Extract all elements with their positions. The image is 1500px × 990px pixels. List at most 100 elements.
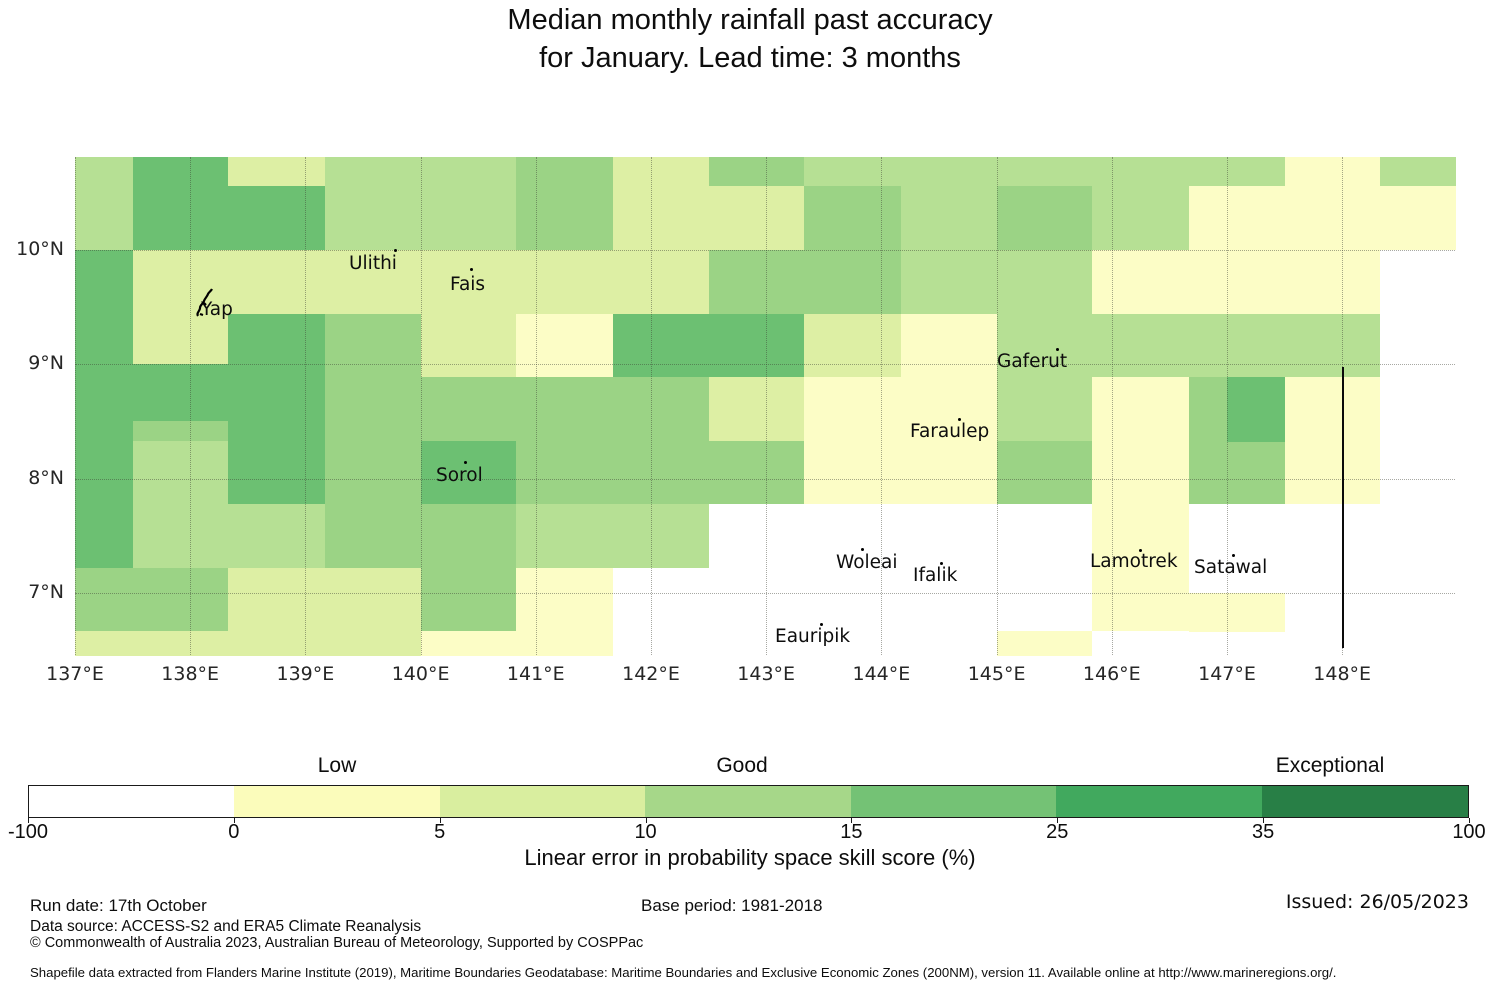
map-cell <box>1380 313 1456 378</box>
island-marker-dot <box>1056 348 1059 351</box>
map-cell <box>1284 313 1381 378</box>
map-cell <box>900 441 998 505</box>
base-period-text: Base period: 1981-2018 <box>641 896 823 915</box>
map-cell <box>132 157 229 187</box>
map-cell <box>324 249 422 315</box>
colorbar-tick-mark <box>1469 818 1470 823</box>
map-cell <box>1380 441 1456 505</box>
chart-title-line2: for January. Lead time: 3 months <box>539 42 961 74</box>
yap-island-outline-icon <box>196 288 213 317</box>
map-cell <box>996 376 1093 442</box>
map-cell <box>75 313 134 378</box>
map-cell <box>612 157 710 187</box>
gridline-vertical <box>996 157 998 655</box>
eez-boundary-line <box>1342 366 1345 649</box>
map-cell <box>132 185 229 251</box>
map-cell <box>804 631 902 656</box>
map-cell <box>75 157 134 187</box>
map-cell <box>516 249 614 315</box>
map-cell <box>228 441 326 505</box>
map-cell <box>420 185 517 251</box>
map-cell <box>1284 157 1381 187</box>
map-cell <box>1284 568 1381 632</box>
island-marker-dot <box>1232 554 1235 557</box>
map-cell <box>1380 157 1456 187</box>
island-label: Ifalik <box>913 565 958 586</box>
island-label: Faraulep <box>910 421 990 442</box>
map-cell <box>708 504 805 569</box>
map-cell <box>612 185 710 251</box>
colorbar-tick-mark <box>851 818 853 823</box>
map-cell <box>612 441 710 505</box>
map-cell <box>132 249 229 315</box>
map-cell <box>612 313 710 378</box>
map-cell <box>804 376 902 442</box>
colorbar-label-low: Low <box>317 754 357 777</box>
island-label: Fais <box>450 274 486 295</box>
issued-text: Issued: 26/05/2023 <box>1285 891 1469 913</box>
map-cell <box>132 631 229 656</box>
colorbar-segment <box>850 786 1057 817</box>
map-cell <box>996 249 1093 315</box>
colorbar-tick-label: 100 <box>1452 821 1486 843</box>
colorbar-segment <box>439 786 646 817</box>
map-cell <box>708 376 805 442</box>
colorbar-segment <box>234 786 441 817</box>
map-cell <box>708 313 805 378</box>
map-cell <box>1284 185 1381 251</box>
y-axis-tick-label: 7°N <box>28 581 64 604</box>
map-cell <box>420 249 517 315</box>
island-marker-dot <box>861 548 864 551</box>
map-cell <box>900 185 998 251</box>
colorbar-tick-mark <box>233 818 235 823</box>
map-cell <box>804 185 902 251</box>
map-cell <box>516 504 614 569</box>
map-cell <box>132 504 229 569</box>
island-marker-dot <box>394 249 397 252</box>
colorbar-segment <box>1056 786 1263 817</box>
map-cell <box>324 185 422 251</box>
map-area: 137°E 138°E 139°E 140°E 141°E 142°E 143°E 144°E… <box>16 157 1456 685</box>
map-cell <box>1380 249 1456 315</box>
gridline-horizontal <box>75 364 1455 366</box>
x-axis-tick-label: 148°E <box>1313 663 1372 685</box>
x-axis-tick-label: 144°E <box>852 663 911 685</box>
gridline-vertical <box>881 157 883 655</box>
gridline-vertical <box>766 157 768 655</box>
colorbar-tick-label: 25 <box>1046 821 1069 843</box>
island-marker-dot <box>820 623 823 626</box>
map-cell <box>420 568 517 632</box>
map-cell <box>1092 185 1190 251</box>
colorbar-tick-label: 35 <box>1252 821 1275 843</box>
map-cell <box>900 376 998 442</box>
map-cell <box>75 376 134 442</box>
colorbar-tick-mark <box>645 818 647 823</box>
map-cell <box>1092 568 1190 632</box>
map-cell <box>1380 504 1456 569</box>
x-axis-tick-label: 142°E <box>622 663 680 685</box>
island-label: Satawal <box>1194 557 1268 578</box>
x-axis-tick-label: 143°E <box>737 663 796 685</box>
colorbar-tick-mark <box>1057 818 1059 823</box>
colorbar-tick-mark <box>1263 818 1265 823</box>
map-cell <box>1092 504 1190 569</box>
map-cell <box>1380 568 1456 632</box>
island-label: Gaferut <box>997 351 1068 372</box>
map-cell <box>612 376 710 442</box>
gridline-horizontal <box>75 249 1455 251</box>
map-cell <box>516 376 614 442</box>
map-cell <box>228 313 326 378</box>
map-cell <box>75 568 134 632</box>
colorbar-segment <box>645 786 852 817</box>
map-cell <box>996 568 1093 632</box>
y-axis-tick-label: 9°N <box>28 352 64 375</box>
map-cell <box>1284 441 1381 505</box>
island-label: Eauripik <box>775 626 851 647</box>
map-cell-override <box>1188 593 1286 632</box>
chart-title-line1: Median monthly rainfall past accuracy <box>507 4 993 36</box>
map-cell <box>804 313 902 378</box>
x-axis-tick-label: 137°E <box>46 663 104 685</box>
map-cell <box>324 441 422 505</box>
map-cell-override <box>132 364 229 422</box>
map-cell <box>132 568 229 632</box>
